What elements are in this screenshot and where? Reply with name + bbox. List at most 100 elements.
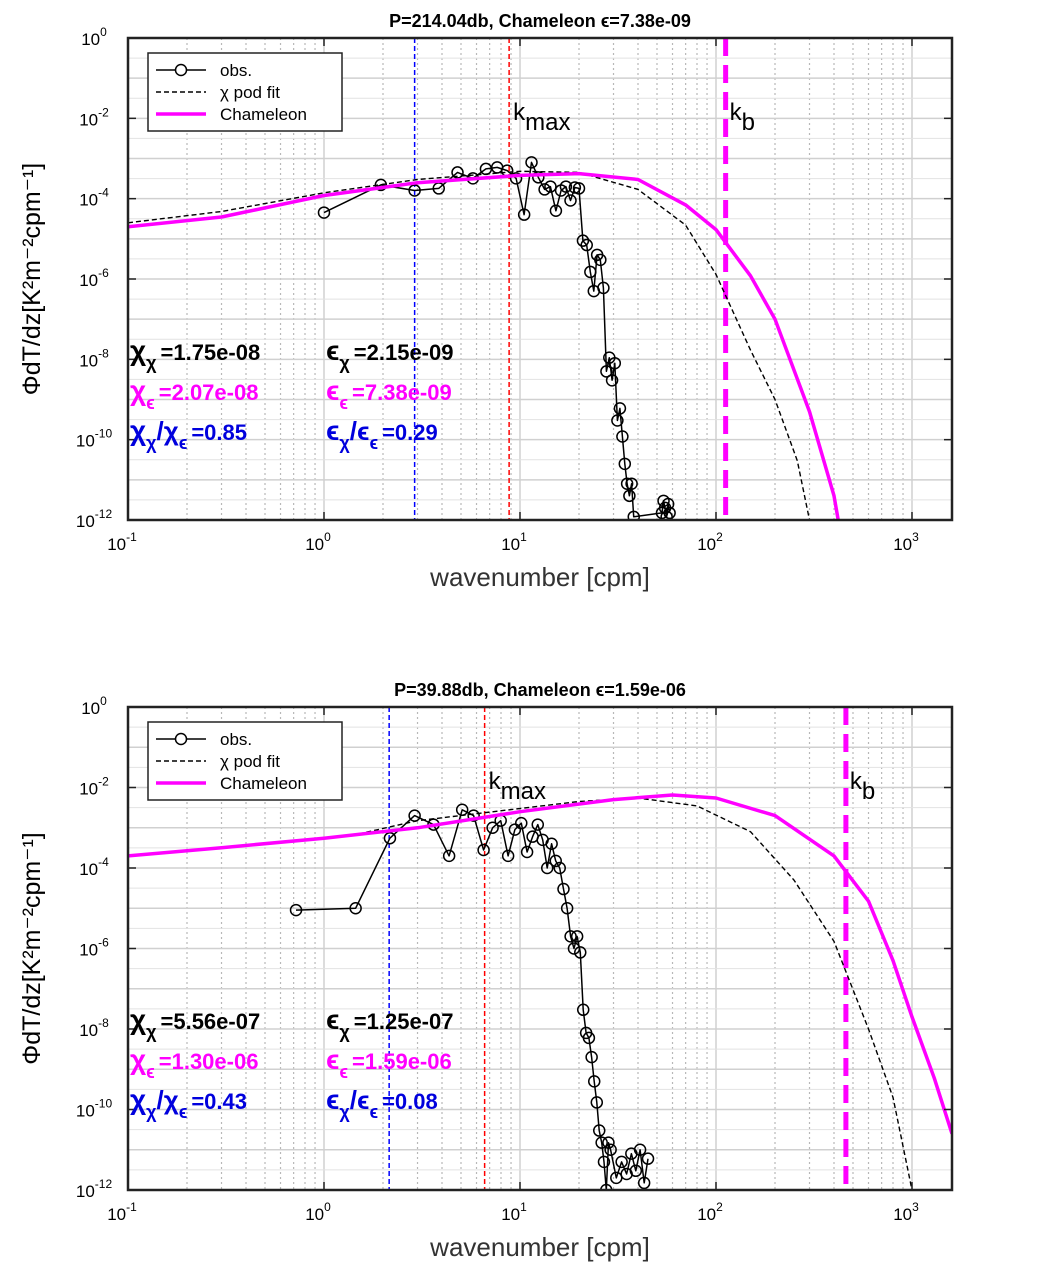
- data-point: [570, 930, 584, 943]
- data-point: [515, 816, 528, 830]
- y-tick-label: 100: [81, 694, 107, 718]
- data-point: [467, 809, 480, 822]
- data-point: [557, 882, 570, 896]
- data-point: [564, 930, 577, 943]
- data-point: [600, 365, 613, 378]
- x-axis-label: wavenumber [cpm]: [429, 1232, 650, 1262]
- y-tick-label: 10-8: [79, 1016, 109, 1040]
- data-point: [559, 180, 573, 193]
- data-point: [574, 946, 587, 959]
- data-point: [545, 837, 558, 851]
- data-point: [451, 166, 464, 179]
- data-point: [532, 171, 545, 184]
- data-point: [625, 477, 638, 490]
- y-axis-label: ΦdT/dz[K²m⁻²cpm⁻¹]: [18, 163, 46, 395]
- data-point: [477, 843, 490, 857]
- data-point: [602, 1136, 615, 1149]
- legend-entry-1: obs.: [220, 730, 252, 749]
- chart-title: P=39.88db, Chameleon ϵ=1.59e-06: [394, 680, 686, 700]
- series-line-2: [358, 797, 913, 1190]
- y-tick-label: 10-4: [79, 855, 109, 879]
- stat-row3-left: χχ/χϵ =0.43: [130, 1084, 247, 1122]
- data-point: [486, 821, 499, 834]
- data-point: [584, 265, 597, 279]
- data-point: [564, 194, 577, 207]
- legend-marker: [174, 732, 188, 746]
- data-point: [525, 156, 538, 169]
- stats-block: χχ =1.75e-08 ϵχ =2.15e-09 χϵ =2.07e-08 ϵϵ =7.38…: [130, 335, 453, 453]
- stat-row1-left: χχ =5.56e-07: [130, 1004, 260, 1042]
- y-tick-label: 10-6: [79, 936, 109, 960]
- y-tick-label: 10-10: [76, 1097, 113, 1121]
- stat-row3-left: χχ/χϵ =0.85: [130, 415, 247, 453]
- series-line-3: [128, 793, 952, 1135]
- y-tick-label: 10-2: [79, 105, 109, 129]
- x-tick-label: 102: [697, 530, 723, 554]
- data-point: [661, 497, 675, 511]
- data-point: [501, 849, 515, 863]
- data-point: [627, 510, 640, 520]
- stat-row2-right: ϵϵ =1.59e-06: [326, 1044, 452, 1082]
- legend-entry-3: Chameleon: [220, 774, 307, 793]
- data-point: [587, 1075, 601, 1088]
- data-point: [600, 1183, 613, 1190]
- x-tick-label: 101: [501, 530, 527, 554]
- data-point: [660, 510, 673, 520]
- y-tick-label: 10-6: [79, 266, 109, 290]
- data-point: [560, 902, 574, 915]
- data-point: [597, 1155, 611, 1169]
- data-point: [597, 281, 610, 295]
- stat-row2-right: ϵϵ =7.38e-09: [326, 375, 452, 413]
- data-point: [576, 234, 590, 247]
- data-point: [585, 1050, 598, 1064]
- marker-lines: [413, 38, 729, 520]
- data-point: [508, 823, 522, 836]
- chart-panel-2: 10-1 100 101 102 10310-1210-1010-810-610-410…: [18, 680, 954, 1262]
- stat-row1-right: ϵχ =2.15e-09: [326, 335, 453, 373]
- x-tick-label: 10-1: [107, 530, 137, 554]
- data-point: [580, 238, 593, 252]
- data-point: [317, 206, 331, 219]
- y-tick-label: 100: [81, 25, 107, 49]
- chart-panel-1: 10-1 100 101 102 10310-1210-1010-810-610-410…: [18, 11, 954, 592]
- data-point: [549, 854, 562, 868]
- stat-row3-right: ϵχ/ϵϵ =0.29: [326, 415, 438, 453]
- data-point: [618, 457, 632, 471]
- marker-label-b: kb: [730, 99, 755, 136]
- y-tick-label: 10-8: [79, 346, 109, 370]
- grid: [127, 706, 952, 1191]
- data-point: [629, 1164, 643, 1178]
- data-point: [613, 402, 627, 415]
- stat-row2-left: χϵ =2.07e-08: [130, 375, 258, 413]
- data-point: [289, 903, 303, 917]
- legend-entry-3: Chameleon: [220, 105, 307, 124]
- series-group: [128, 793, 952, 1190]
- data-point: [544, 180, 557, 193]
- data-point: [517, 208, 531, 221]
- x-tick-label: 103: [893, 530, 919, 554]
- data-point: [592, 1124, 606, 1137]
- data-point: [383, 831, 397, 845]
- x-tick-label: 10-1: [107, 1200, 137, 1224]
- legend-marker: [174, 63, 188, 77]
- legend: obs. χ pod fit Chameleon: [147, 52, 343, 132]
- series-group: [128, 156, 840, 520]
- y-ticks: 10-12 10-10 10-8 10-6 10-4 10-2 100: [76, 694, 952, 1201]
- x-ticks: 10-1 100 101 102 103: [107, 707, 919, 1224]
- data-point: [611, 414, 624, 427]
- data-point: [604, 1143, 617, 1156]
- data-point: [641, 1152, 655, 1165]
- data-point: [663, 506, 676, 520]
- series-line-2: [128, 170, 811, 520]
- data-point: [594, 253, 607, 267]
- y-axis-label: ΦdT/dz[K²m⁻²cpm⁻¹]: [18, 832, 46, 1064]
- data-point: [637, 1176, 651, 1190]
- stats-block: χχ =5.56e-07 ϵχ =1.25e-07 χϵ =1.30e-06 ϵϵ =1.59…: [130, 1004, 453, 1122]
- x-ticks: 10-1 100 101 102 103: [107, 38, 919, 554]
- legend-entry-1: obs.: [220, 61, 252, 80]
- stat-row3-right: ϵχ/ϵϵ =0.08: [326, 1084, 438, 1122]
- data-point: [553, 861, 566, 875]
- data-point: [620, 477, 634, 490]
- series-line-3: [128, 171, 840, 520]
- x-tick-label: 102: [697, 1200, 723, 1224]
